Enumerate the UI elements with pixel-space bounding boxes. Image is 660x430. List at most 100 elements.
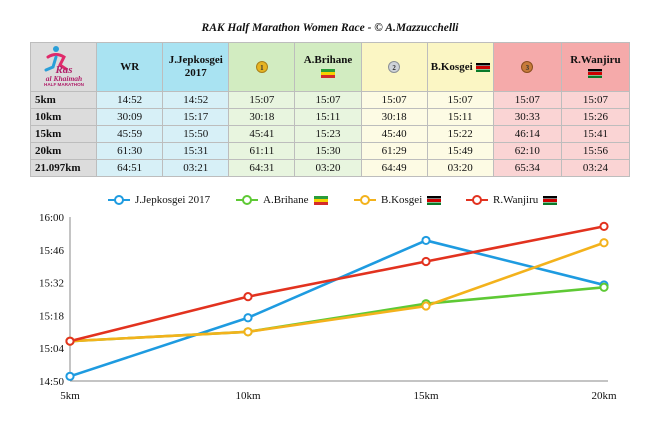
table-cell: 15:11 [426, 108, 494, 126]
data-point [243, 313, 253, 323]
table-cell: 30:09 [96, 108, 164, 126]
silver-medal-icon: 2 [388, 60, 401, 73]
legend-marker-icon [466, 195, 488, 205]
table-cell: 45:41 [228, 125, 296, 143]
table-cell: 62:10 [492, 142, 562, 160]
table-cell: 45:40 [360, 125, 428, 143]
table-cell: 61:30 [96, 142, 164, 160]
legend-item-wanjiru: R.Wanjiru [466, 194, 558, 206]
header-kosgei-name: B.Kosgei [430, 60, 473, 73]
data-point [421, 256, 431, 267]
table-cell: 15:17 [162, 108, 230, 126]
table-cell: 15:23 [294, 125, 362, 143]
data-point [65, 371, 75, 381]
table-cell: 64:51 [96, 159, 164, 177]
logo-text-line1: Ras [54, 64, 72, 76]
kenya-flag-icon [588, 68, 603, 78]
kenya-flag-icon [427, 195, 442, 205]
legend-label: B.Kosgei [381, 194, 423, 206]
table-cell: 64:49 [360, 159, 428, 177]
legend-label: R.Wanjiru [493, 194, 539, 206]
legend-label: A.Brihane [263, 194, 309, 206]
x-tick-label: 20km [591, 390, 617, 402]
rak-logo: Ras al Khaimah HALF MARATHON [29, 42, 98, 92]
chart-legend: J.Jepkosgei 2017 A.Brihane B.Kosgei R.Wa… [0, 194, 660, 210]
table-cell: 15:07 [294, 91, 362, 109]
header-wanjiru: R.Wanjiru [560, 42, 631, 92]
row-label: 5km [29, 91, 98, 109]
table-cell: 45:59 [96, 125, 164, 143]
split-times-line-chart: 14:50 15:04 15:18 15:32 15:46 16:00 5km 10km 15k… [39, 212, 617, 402]
splits-table: Ras al Khaimah HALF MARATHON WR J.Jepkos… [29, 42, 631, 177]
runner-logo-icon: Ras al Khaimah HALF MARATHON [44, 46, 84, 87]
data-point [421, 235, 431, 246]
series-line-0 [69, 239, 605, 378]
data-point [599, 238, 609, 248]
legend-item-brihane: A.Brihane [236, 194, 328, 206]
table-cell: 03:20 [294, 159, 362, 177]
table-row: 5km 14:52 14:52 15:07 15:07 15:07 15:07 15:07 15… [29, 91, 631, 109]
table-cell: 15:30 [294, 142, 362, 160]
table-cell: 15:26 [560, 108, 631, 126]
kenya-flag-icon [543, 195, 558, 205]
row-label: 10km [29, 108, 98, 126]
header-brihane-name: A.Brihane [303, 54, 353, 66]
y-tick-label: 15:04 [39, 343, 65, 355]
x-tick-label: 10km [235, 390, 261, 402]
y-tick-label: 15:32 [39, 278, 64, 290]
table-cell: 15:31 [162, 142, 230, 160]
legend-item-kosgei: B.Kosgei [354, 194, 442, 206]
y-tick-label: 15:46 [39, 245, 65, 257]
table-row: 15km 45:59 15:50 45:41 15:23 45:40 15:22 46:14 1… [29, 125, 631, 143]
table-cell: 15:50 [162, 125, 230, 143]
table-cell: 15:11 [294, 108, 362, 126]
table-cell: 15:07 [560, 91, 631, 109]
table-cell: 15:41 [560, 125, 631, 143]
table-cell: 61:11 [228, 142, 296, 160]
table-cell: 61:29 [360, 142, 428, 160]
chart-title: RAK Half Marathon Women Race - © A.Mazzu… [201, 22, 459, 34]
header-jepkosgei-name: J.Jepkosgei [168, 54, 223, 66]
table-row: 20km 61:30 15:31 61:11 15:30 61:29 15:49 62:10 1… [29, 142, 631, 160]
table-cell: 15:07 [228, 91, 296, 109]
data-point [243, 292, 253, 302]
header-brihane: A.Brihane [294, 42, 362, 92]
x-tick-label: 15km [413, 390, 439, 402]
legend-marker-icon [236, 195, 258, 205]
data-point [599, 282, 609, 292]
table-cell: 15:07 [492, 91, 562, 109]
data-point [243, 327, 253, 337]
table-cell: 15:49 [426, 142, 494, 160]
y-tick-label: 15:18 [39, 310, 65, 322]
header-kosgei-medal-cell: 2 [360, 42, 428, 92]
series-line-2 [69, 241, 605, 343]
header-brihane-medal-cell: 1 [228, 42, 296, 92]
table-cell: 15:22 [426, 125, 494, 143]
table-cell: 15:07 [426, 91, 494, 109]
table-header-row: Ras al Khaimah HALF MARATHON WR J.Jepkos… [29, 42, 631, 92]
table-cell: 03:21 [162, 159, 230, 177]
table-cell: 30:33 [492, 108, 562, 126]
ethiopia-flag-icon [313, 195, 328, 205]
data-point [421, 301, 431, 311]
x-tick-label: 5km [60, 390, 80, 402]
table-cell: 03:20 [426, 159, 494, 177]
y-tick-label: 14:50 [39, 376, 65, 388]
table-row: 10km 30:09 15:17 30:18 15:11 30:18 15:11 30:33 1… [29, 108, 631, 126]
header-kosgei: B.Kosgei [426, 42, 494, 92]
legend-marker-icon [108, 195, 130, 205]
table-cell: 14:52 [96, 91, 164, 109]
header-jepkosgei: J.Jepkosgei 2017 [162, 42, 230, 92]
data-point [599, 221, 609, 231]
table-cell: 30:18 [228, 108, 296, 126]
gold-medal-icon: 1 [255, 60, 268, 73]
row-label: 15km [29, 125, 98, 143]
kenya-flag-icon [475, 62, 490, 72]
table-cell: 65:34 [492, 159, 562, 177]
row-label: 20km [29, 142, 98, 160]
header-wanjiru-name: R.Wanjiru [570, 54, 621, 66]
table-cell: 03:24 [560, 159, 631, 177]
table-cell: 64:31 [228, 159, 296, 177]
y-tick-label: 16:00 [39, 212, 65, 224]
row-label: 21.097km [29, 159, 98, 177]
